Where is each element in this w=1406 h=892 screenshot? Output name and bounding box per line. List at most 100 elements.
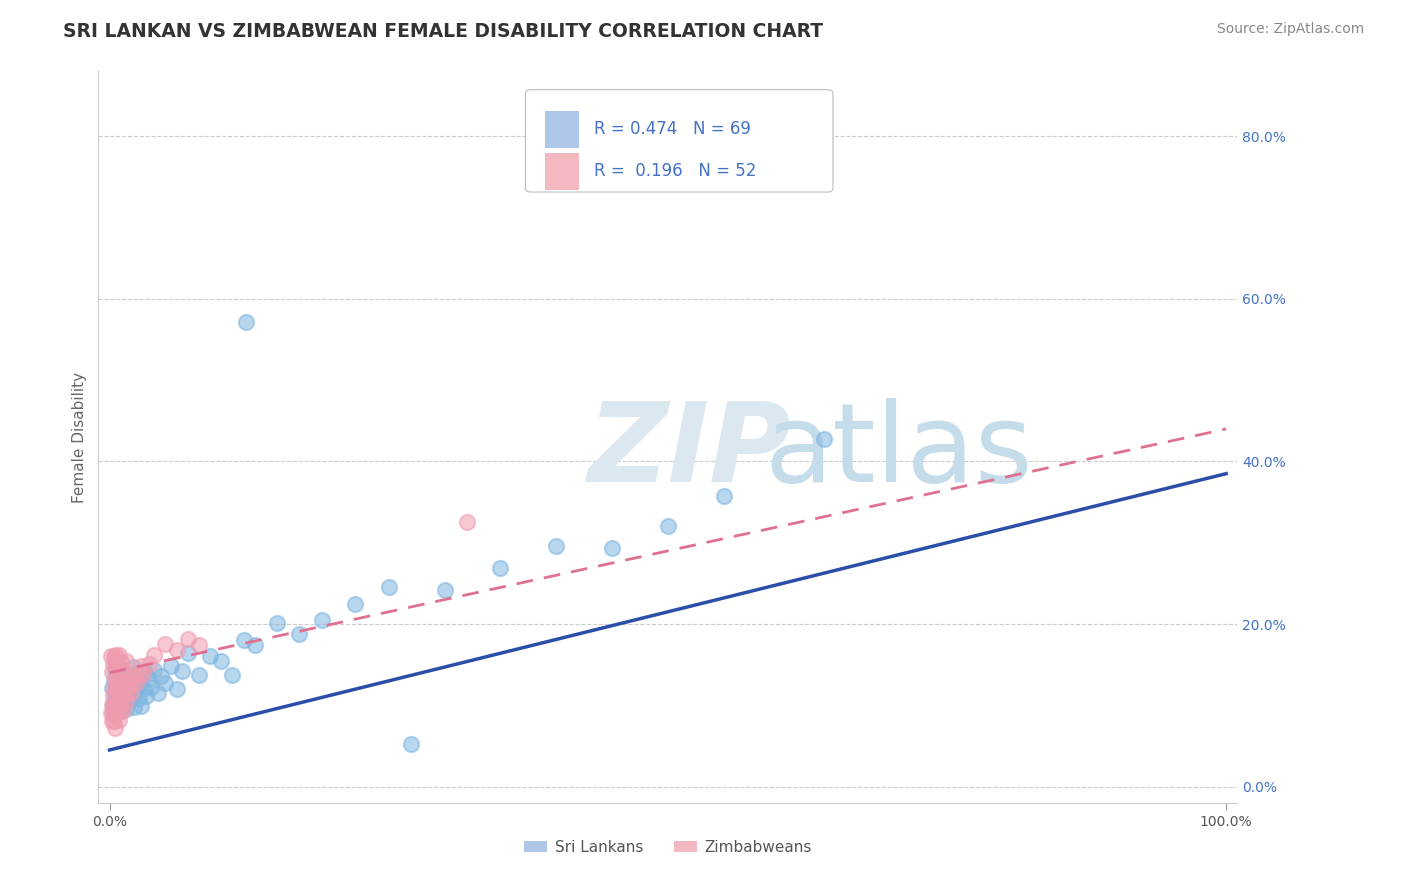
Point xyxy=(103,706,125,720)
Point xyxy=(311,613,333,627)
Point xyxy=(120,685,142,699)
Point xyxy=(187,668,209,682)
Point xyxy=(111,703,134,717)
Point xyxy=(111,663,134,677)
Point xyxy=(132,666,155,681)
Point xyxy=(128,674,150,689)
Point xyxy=(657,519,679,533)
Point xyxy=(813,432,835,446)
Point xyxy=(135,689,157,703)
Point xyxy=(103,648,125,663)
Legend: Sri Lankans, Zimbabweans: Sri Lankans, Zimbabweans xyxy=(517,834,818,861)
Point xyxy=(127,667,149,681)
Point xyxy=(105,681,128,695)
Point xyxy=(100,706,122,721)
Point xyxy=(399,738,422,752)
Point xyxy=(117,678,139,692)
Point xyxy=(107,648,129,662)
Point xyxy=(110,655,132,669)
Point xyxy=(187,638,209,652)
Point xyxy=(129,698,152,713)
Point xyxy=(105,705,128,719)
Point xyxy=(600,541,623,556)
Point xyxy=(111,687,134,701)
Point xyxy=(101,698,124,712)
Text: SRI LANKAN VS ZIMBABWEAN FEMALE DISABILITY CORRELATION CHART: SRI LANKAN VS ZIMBABWEAN FEMALE DISABILI… xyxy=(63,22,824,41)
Point xyxy=(103,673,125,687)
Point xyxy=(115,654,138,668)
Point xyxy=(122,668,145,682)
Point xyxy=(104,673,127,687)
Point xyxy=(110,696,132,710)
Point xyxy=(243,638,266,652)
Bar xyxy=(546,112,579,148)
Point xyxy=(143,663,166,677)
Point xyxy=(117,686,139,700)
Point xyxy=(108,688,131,702)
Point xyxy=(114,679,136,693)
Point xyxy=(139,680,162,694)
Point xyxy=(138,673,160,687)
Point xyxy=(101,690,124,704)
Point xyxy=(489,561,512,575)
Point xyxy=(107,680,129,694)
Point xyxy=(235,315,257,329)
Point xyxy=(146,686,169,700)
Point xyxy=(107,672,129,686)
Point xyxy=(101,657,124,671)
Point xyxy=(138,657,160,672)
Point xyxy=(121,684,143,698)
Point xyxy=(713,490,735,504)
Point xyxy=(115,702,138,716)
Point xyxy=(124,675,146,690)
Point xyxy=(433,582,456,597)
Point xyxy=(177,647,200,661)
Point xyxy=(107,696,129,710)
Point xyxy=(266,616,288,631)
Text: atlas: atlas xyxy=(765,398,1033,505)
Point xyxy=(172,664,194,678)
Point xyxy=(105,648,128,662)
Point xyxy=(166,643,188,657)
Point xyxy=(100,649,122,664)
Point xyxy=(117,686,139,700)
Point xyxy=(232,632,254,647)
Point xyxy=(104,689,127,703)
Y-axis label: Female Disability: Female Disability xyxy=(72,371,87,503)
Point xyxy=(456,515,478,529)
Point xyxy=(105,697,128,711)
Point xyxy=(115,695,138,709)
Point xyxy=(125,683,148,698)
Point xyxy=(101,714,124,728)
Point xyxy=(132,681,155,696)
Point xyxy=(177,632,200,647)
Point xyxy=(122,660,145,674)
Point xyxy=(377,581,399,595)
Point xyxy=(111,679,134,693)
Point xyxy=(149,669,172,683)
Point xyxy=(107,672,129,686)
Point xyxy=(160,658,183,673)
Point xyxy=(118,669,141,683)
Text: Source: ZipAtlas.com: Source: ZipAtlas.com xyxy=(1216,22,1364,37)
Text: R =  0.196   N = 52: R = 0.196 N = 52 xyxy=(593,162,756,180)
Point xyxy=(122,700,145,714)
Point xyxy=(108,663,131,677)
Text: R = 0.474   N = 69: R = 0.474 N = 69 xyxy=(593,120,751,138)
Point xyxy=(128,667,150,681)
Point xyxy=(104,722,127,736)
Point xyxy=(118,693,141,707)
Point xyxy=(107,697,129,711)
Point xyxy=(103,714,125,728)
Point xyxy=(114,670,136,684)
Point xyxy=(112,695,135,709)
Point xyxy=(107,713,129,727)
Point xyxy=(107,656,129,670)
Point xyxy=(112,687,135,701)
Point xyxy=(166,681,188,696)
Point xyxy=(107,680,129,694)
Point xyxy=(221,668,243,682)
Point xyxy=(128,691,150,706)
Bar xyxy=(546,153,579,190)
Point xyxy=(104,697,127,711)
